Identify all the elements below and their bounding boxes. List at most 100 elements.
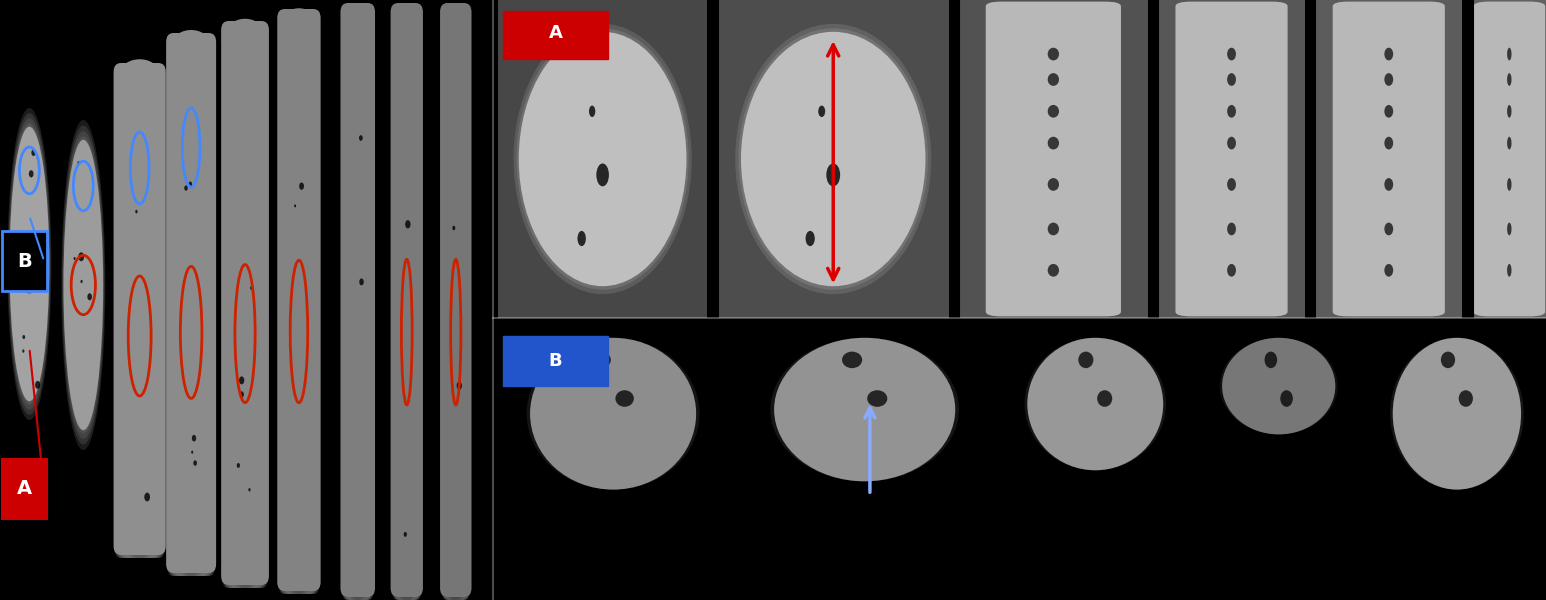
Ellipse shape	[80, 257, 87, 313]
Ellipse shape	[547, 356, 679, 472]
FancyBboxPatch shape	[399, 6, 414, 600]
Ellipse shape	[1241, 355, 1317, 417]
Ellipse shape	[1444, 398, 1470, 429]
Ellipse shape	[300, 182, 305, 190]
Ellipse shape	[1446, 401, 1467, 426]
Ellipse shape	[1251, 363, 1306, 409]
Ellipse shape	[768, 69, 898, 249]
Ellipse shape	[812, 370, 917, 450]
FancyBboxPatch shape	[221, 21, 269, 585]
FancyBboxPatch shape	[444, 6, 468, 600]
FancyBboxPatch shape	[397, 6, 416, 600]
FancyBboxPatch shape	[172, 36, 210, 576]
FancyBboxPatch shape	[181, 36, 203, 576]
Ellipse shape	[1415, 365, 1500, 462]
Ellipse shape	[1228, 344, 1331, 428]
FancyBboxPatch shape	[283, 12, 315, 594]
FancyBboxPatch shape	[235, 24, 255, 588]
Ellipse shape	[771, 73, 895, 245]
Ellipse shape	[1411, 362, 1503, 466]
FancyBboxPatch shape	[352, 6, 363, 600]
FancyBboxPatch shape	[1486, 3, 1534, 315]
Ellipse shape	[71, 191, 96, 379]
FancyBboxPatch shape	[450, 6, 462, 600]
Ellipse shape	[1228, 137, 1235, 149]
FancyBboxPatch shape	[1215, 3, 1248, 315]
FancyBboxPatch shape	[1498, 3, 1520, 315]
FancyBboxPatch shape	[399, 6, 414, 600]
Ellipse shape	[80, 280, 82, 283]
Ellipse shape	[1221, 338, 1336, 434]
Ellipse shape	[581, 127, 623, 191]
Ellipse shape	[519, 33, 686, 285]
Ellipse shape	[572, 377, 654, 450]
Ellipse shape	[830, 384, 898, 436]
FancyBboxPatch shape	[233, 24, 257, 588]
Ellipse shape	[1265, 352, 1277, 368]
Ellipse shape	[1025, 338, 1166, 470]
FancyBboxPatch shape	[1000, 3, 1107, 315]
FancyBboxPatch shape	[1186, 3, 1277, 315]
Ellipse shape	[1070, 380, 1121, 428]
FancyBboxPatch shape	[3, 231, 46, 291]
Ellipse shape	[15, 165, 43, 363]
Ellipse shape	[77, 161, 80, 165]
Ellipse shape	[1507, 178, 1512, 191]
FancyBboxPatch shape	[349, 6, 366, 600]
FancyBboxPatch shape	[131, 66, 148, 558]
FancyBboxPatch shape	[1498, 3, 1521, 315]
Ellipse shape	[74, 257, 76, 260]
Ellipse shape	[790, 100, 875, 218]
Ellipse shape	[453, 226, 455, 230]
Ellipse shape	[1053, 364, 1138, 444]
Ellipse shape	[1507, 105, 1512, 118]
FancyBboxPatch shape	[182, 36, 201, 576]
FancyBboxPatch shape	[1206, 3, 1257, 315]
FancyBboxPatch shape	[351, 6, 365, 600]
Ellipse shape	[22, 207, 37, 321]
Ellipse shape	[1257, 369, 1300, 403]
Ellipse shape	[529, 46, 677, 272]
FancyBboxPatch shape	[121, 66, 159, 558]
FancyBboxPatch shape	[172, 36, 210, 576]
FancyBboxPatch shape	[176, 36, 206, 576]
FancyBboxPatch shape	[169, 36, 213, 576]
FancyBboxPatch shape	[1371, 3, 1405, 315]
FancyBboxPatch shape	[993, 3, 1115, 315]
Ellipse shape	[135, 210, 138, 214]
FancyBboxPatch shape	[396, 6, 417, 600]
Ellipse shape	[781, 87, 886, 231]
FancyBboxPatch shape	[1194, 3, 1269, 315]
FancyBboxPatch shape	[352, 6, 363, 600]
FancyBboxPatch shape	[288, 12, 311, 594]
FancyBboxPatch shape	[448, 6, 464, 600]
Ellipse shape	[1246, 359, 1311, 413]
FancyBboxPatch shape	[289, 12, 309, 594]
FancyBboxPatch shape	[1364, 3, 1415, 315]
FancyBboxPatch shape	[182, 36, 199, 576]
FancyBboxPatch shape	[291, 12, 306, 594]
FancyBboxPatch shape	[1343, 3, 1435, 315]
Ellipse shape	[1507, 137, 1512, 149]
FancyBboxPatch shape	[1192, 3, 1272, 315]
FancyBboxPatch shape	[172, 36, 210, 576]
FancyBboxPatch shape	[343, 6, 373, 600]
FancyBboxPatch shape	[349, 6, 366, 600]
FancyBboxPatch shape	[1194, 3, 1271, 315]
Ellipse shape	[1061, 372, 1129, 436]
Ellipse shape	[853, 401, 877, 418]
Ellipse shape	[23, 223, 36, 305]
Ellipse shape	[535, 55, 671, 263]
Bar	[959, 0, 1147, 318]
FancyBboxPatch shape	[352, 6, 363, 600]
FancyBboxPatch shape	[343, 6, 373, 600]
FancyBboxPatch shape	[447, 6, 465, 600]
FancyBboxPatch shape	[396, 6, 417, 600]
Ellipse shape	[1081, 391, 1110, 417]
FancyBboxPatch shape	[1016, 3, 1091, 315]
FancyBboxPatch shape	[1034, 3, 1073, 315]
FancyBboxPatch shape	[182, 36, 199, 576]
FancyBboxPatch shape	[1195, 3, 1268, 315]
FancyBboxPatch shape	[1342, 3, 1436, 315]
FancyBboxPatch shape	[1484, 3, 1534, 315]
